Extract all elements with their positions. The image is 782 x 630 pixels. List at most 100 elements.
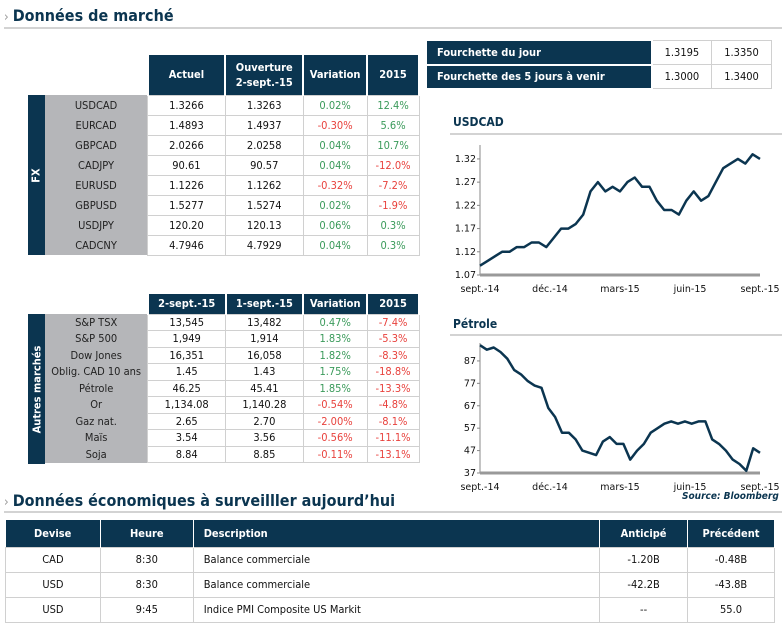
variation: -0.56% bbox=[302, 429, 368, 447]
ytd-change: -1.9% bbox=[366, 194, 420, 216]
table-row: Or 1,134.08 1,140.28 -0.54% -4.8% bbox=[45, 396, 420, 414]
column-header: Anticipé bbox=[599, 520, 689, 547]
table-row: CADJPY 90.61 90.57 0.04% -12.0% bbox=[45, 154, 420, 176]
petrole-chart: 37 47 57 67 77 87 sept.-14 déc.-14 mars-15 juin-1… bbox=[460, 343, 780, 493]
x-tick-label: déc.-14 bbox=[532, 284, 568, 295]
column-header: 2015 bbox=[367, 55, 420, 95]
row-label: Soja bbox=[45, 446, 148, 463]
header-row: Devise Heure Description Anticipé Précédent bbox=[5, 520, 775, 547]
current-value: 13,545 bbox=[147, 313, 227, 331]
ytd-change: 5.6% bbox=[366, 114, 420, 136]
table-row: CADCNY 4.7946 4.7929 0.04% 0.3% bbox=[45, 234, 420, 256]
y-tick-label: 1.32 bbox=[455, 154, 476, 165]
current-value: 2.65 bbox=[147, 412, 227, 430]
expected: -42.2B bbox=[599, 571, 689, 598]
table-row: Dow Jones 16,351 16,058 1.82% -8.3% bbox=[45, 346, 420, 364]
time: 8:30 bbox=[99, 571, 194, 598]
previous-value: 1.43 bbox=[225, 363, 304, 381]
table-row: GBPUSD 1.5277 1.5274 0.02% -1.9% bbox=[45, 194, 420, 216]
y-tick-label: 1.17 bbox=[455, 224, 476, 235]
table-row: Soja 8.84 8.85 -0.11% -13.1% bbox=[45, 445, 420, 463]
table-row: USDJPY 120.20 120.13 0.06% 0.3% bbox=[45, 214, 420, 236]
row-label: GBPUSD bbox=[45, 195, 148, 215]
previous-value: 45.41 bbox=[225, 379, 304, 397]
current-value: 1.45 bbox=[147, 363, 227, 381]
table-row: Oblig. CAD 10 ans 1.45 1.43 1.75% -18.8% bbox=[45, 363, 420, 381]
current-value: 2.0266 bbox=[147, 134, 226, 156]
econ-title: › Données économiques à surveilller aujou… bbox=[4, 491, 395, 510]
row-label: USDCAD bbox=[45, 95, 148, 115]
row-label: USDJPY bbox=[45, 215, 148, 235]
variation: 1.82% bbox=[302, 346, 368, 364]
previous-value: 1.5274 bbox=[224, 194, 304, 216]
table-row: USD 8:30 Balance commerciale -42.2B -43.8B bbox=[5, 571, 775, 598]
series-line bbox=[479, 153, 761, 267]
column-header: Ouverture 2-sept.-15 bbox=[225, 55, 305, 95]
current-value: 46.25 bbox=[147, 379, 227, 397]
blank-header bbox=[45, 294, 149, 314]
description: Balance commerciale bbox=[192, 546, 601, 573]
variation: -2.00% bbox=[302, 412, 368, 430]
column-header: 2015 bbox=[367, 294, 420, 314]
row-label: S&P 500 bbox=[45, 330, 148, 347]
range-low: 1.3000 bbox=[651, 64, 713, 89]
row-label: S&P TSX bbox=[45, 314, 148, 331]
ytd-change: -12.0% bbox=[366, 154, 420, 176]
current-value: 1.3266 bbox=[147, 94, 226, 116]
current-value: 1.4893 bbox=[147, 114, 226, 136]
previous-value: 13,482 bbox=[225, 313, 304, 331]
variation: 1.85% bbox=[302, 379, 368, 397]
y-tick-label: 47 bbox=[464, 446, 476, 457]
variation: -0.30% bbox=[302, 114, 368, 136]
previous-value: 3.56 bbox=[225, 429, 304, 447]
fx-table: Actuel Ouverture 2-sept.-15 Variation 2015 U… bbox=[45, 55, 420, 256]
previous: 55.0 bbox=[687, 596, 775, 623]
chevron-right-icon: › bbox=[4, 495, 9, 510]
range-low: 1.3195 bbox=[651, 40, 713, 65]
row-label: GBPCAD bbox=[45, 135, 148, 155]
current-value: 120.20 bbox=[147, 214, 226, 236]
column-header: Devise bbox=[5, 520, 101, 547]
column-header: Actuel bbox=[147, 55, 227, 95]
variation: 0.47% bbox=[302, 313, 368, 331]
previous-value: 1,140.28 bbox=[225, 396, 304, 414]
series-line bbox=[479, 344, 761, 473]
range-table: Fourchette du jour 1.3195 1.3350 Fourchette… bbox=[427, 40, 772, 90]
page-title: › Données de marché bbox=[4, 6, 174, 25]
divider bbox=[4, 27, 782, 29]
divider bbox=[450, 334, 782, 336]
column-header: Variation bbox=[303, 55, 369, 95]
x-tick-label: juin-15 bbox=[673, 284, 707, 295]
current-value: 1,949 bbox=[147, 330, 227, 348]
expected: -- bbox=[599, 596, 689, 623]
x-tick-label: déc.-14 bbox=[532, 482, 568, 493]
row-label: Or bbox=[45, 396, 148, 413]
row-label: CADJPY bbox=[45, 155, 148, 175]
row-label: EURUSD bbox=[45, 175, 148, 195]
time: 8:30 bbox=[99, 546, 194, 573]
table-row: USDCAD 1.3266 1.3263 0.02% 12.4% bbox=[45, 94, 420, 116]
previous: -0.48B bbox=[687, 546, 775, 573]
row-label: EURCAD bbox=[45, 115, 148, 135]
previous-value: 16,058 bbox=[225, 346, 304, 364]
description: Indice PMI Composite US Markit bbox=[192, 596, 601, 623]
description: Balance commerciale bbox=[192, 571, 601, 598]
ytd-change: -7.4% bbox=[366, 313, 420, 331]
range-high: 1.3400 bbox=[711, 64, 772, 89]
variation: 0.04% bbox=[302, 134, 368, 156]
ytd-change: -4.8% bbox=[366, 396, 420, 414]
ytd-change: -7.2% bbox=[366, 174, 420, 196]
previous-value: 120.13 bbox=[224, 214, 304, 236]
previous-value: 4.7929 bbox=[224, 234, 304, 256]
ytd-change: 12.4% bbox=[366, 94, 420, 116]
current-value: 8.84 bbox=[147, 445, 227, 463]
previous-value: 1.1262 bbox=[224, 174, 304, 196]
previous-value: 1.3263 bbox=[224, 94, 304, 116]
y-tick-label: 87 bbox=[464, 356, 476, 367]
column-header: Précédent bbox=[687, 520, 775, 547]
x-tick-label: sept.-15 bbox=[740, 284, 779, 295]
table-row: S&P TSX 13,545 13,482 0.47% -7.4% bbox=[45, 313, 420, 331]
petrole-chart-title: Pétrole bbox=[453, 317, 498, 331]
current-value: 4.7946 bbox=[147, 234, 226, 256]
table-row: GBPCAD 2.0266 2.0258 0.04% 10.7% bbox=[45, 134, 420, 156]
